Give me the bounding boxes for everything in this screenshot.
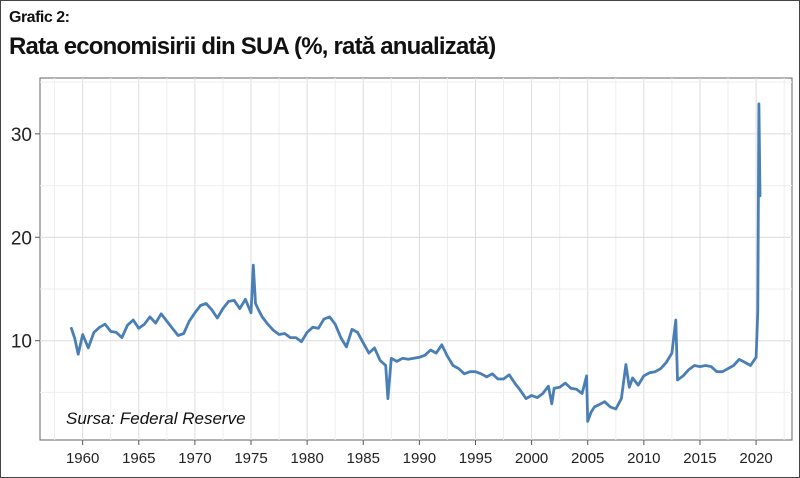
x-tick-label: 1970 [178,450,211,467]
x-tick-label: 1990 [403,450,436,467]
grid-lines [40,78,792,440]
chart-title: Rata economisirii din SUA (%, rată anual… [9,33,496,60]
series-line-savings-rate [70,102,762,423]
series-group [70,102,762,423]
y-tick-label: 20 [11,228,32,249]
y-tick-label: 10 [11,332,32,353]
axis-ticks: 1960 1965 1970 1975 1980 1985 1990 1995 2000 2005… [11,125,773,467]
plot-area [39,77,793,441]
x-tick-label: 1975 [234,450,267,467]
x-tick-label: 2000 [515,450,548,467]
y-tick-label: 30 [11,125,32,146]
x-tick-label: 2020 [739,450,772,467]
x-tick-label: 1995 [459,450,492,467]
chart-kicker: Grafic 2: [9,9,70,26]
x-tick-label: 1980 [290,450,323,467]
x-tick-label: 1965 [122,450,155,467]
x-tick-label: 2005 [571,450,604,467]
x-tick-label: 1960 [66,450,99,467]
x-tick-label: 1985 [347,450,380,467]
x-tick-label: 2015 [683,450,716,467]
x-tick-label: 2010 [627,450,660,467]
source-note: Sursa: Federal Reserve [66,409,246,428]
